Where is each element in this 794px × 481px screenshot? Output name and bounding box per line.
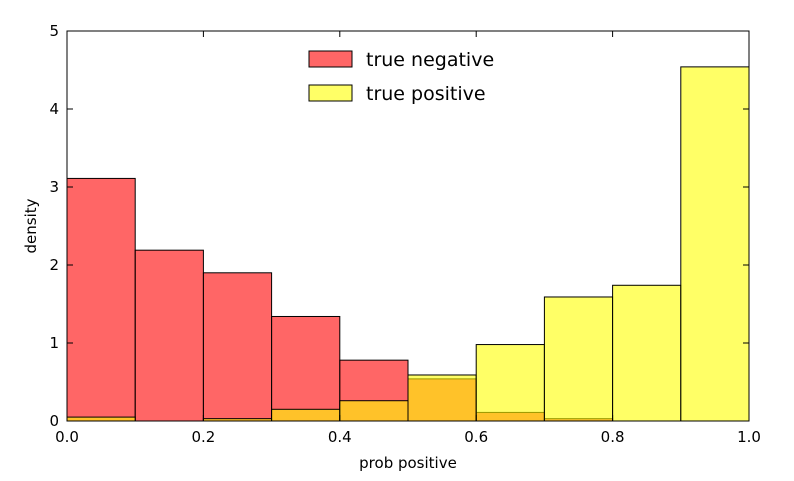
x-tick-label: 0.4 xyxy=(328,428,352,446)
legend-swatch xyxy=(308,84,353,102)
legend-swatch xyxy=(308,50,353,68)
x-tick-label: 0.8 xyxy=(601,428,625,446)
y-tick-label: 1 xyxy=(49,334,59,352)
bar xyxy=(339,400,409,422)
y-tick-label: 2 xyxy=(49,256,59,274)
bar xyxy=(680,66,750,422)
legend-label: true negative xyxy=(366,49,494,71)
series-negative-group xyxy=(66,177,614,422)
y-axis-label: density xyxy=(22,198,40,253)
series-positive-group xyxy=(66,66,750,422)
x-tick-label: 0.2 xyxy=(191,428,215,446)
legend: true negative true positive xyxy=(308,49,494,105)
plot-area: 0.0 0.2 0.4 0.6 0.8 1.0 0 1 2 3 4 5 xyxy=(49,22,760,446)
axes-frame xyxy=(66,30,750,422)
bar xyxy=(66,177,136,422)
bar xyxy=(543,296,614,422)
y-tick-label: 0 xyxy=(49,412,59,430)
bar xyxy=(66,416,136,422)
bar xyxy=(202,272,273,422)
bar xyxy=(475,344,545,422)
y-tick-label: 5 xyxy=(49,22,59,40)
bar xyxy=(271,408,341,422)
bar xyxy=(612,284,682,422)
legend-label: true positive xyxy=(366,83,486,105)
x-axis-label: prob positive xyxy=(359,454,457,472)
bar xyxy=(271,315,341,422)
bar xyxy=(134,249,204,422)
x-tick-label: 1.0 xyxy=(737,428,761,446)
y-tick-label: 3 xyxy=(49,178,59,196)
y-tick-label: 4 xyxy=(49,100,59,118)
bar xyxy=(407,374,477,422)
x-tick-label: 0.0 xyxy=(55,428,79,446)
x-tick-label: 0.6 xyxy=(464,428,488,446)
